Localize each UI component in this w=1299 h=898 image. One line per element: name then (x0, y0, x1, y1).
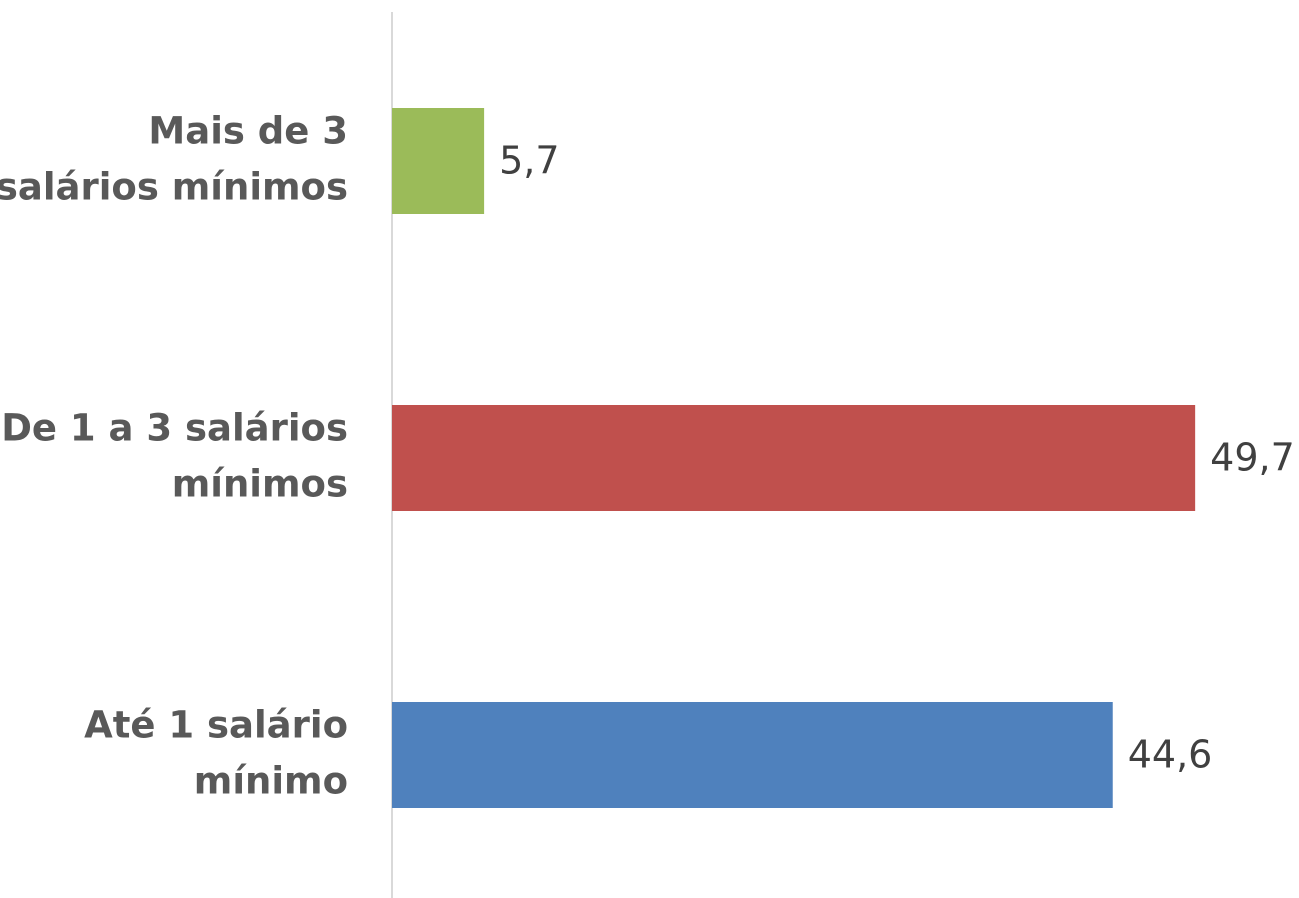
category-label: mínimos (172, 463, 348, 506)
value-label: 44,6 (1128, 733, 1213, 777)
category-label: Até 1 salário (84, 704, 348, 747)
category-label: Mais de 3 (148, 110, 348, 153)
value-label: 49,7 (1210, 436, 1295, 480)
bar (392, 702, 1113, 808)
bar (392, 108, 485, 214)
category-label: salários mínimos (0, 166, 348, 209)
category-label: mínimo (194, 760, 348, 803)
value-label: 5,7 (499, 139, 559, 183)
bar (392, 405, 1196, 511)
category-label: De 1 a 3 salários (1, 407, 348, 450)
